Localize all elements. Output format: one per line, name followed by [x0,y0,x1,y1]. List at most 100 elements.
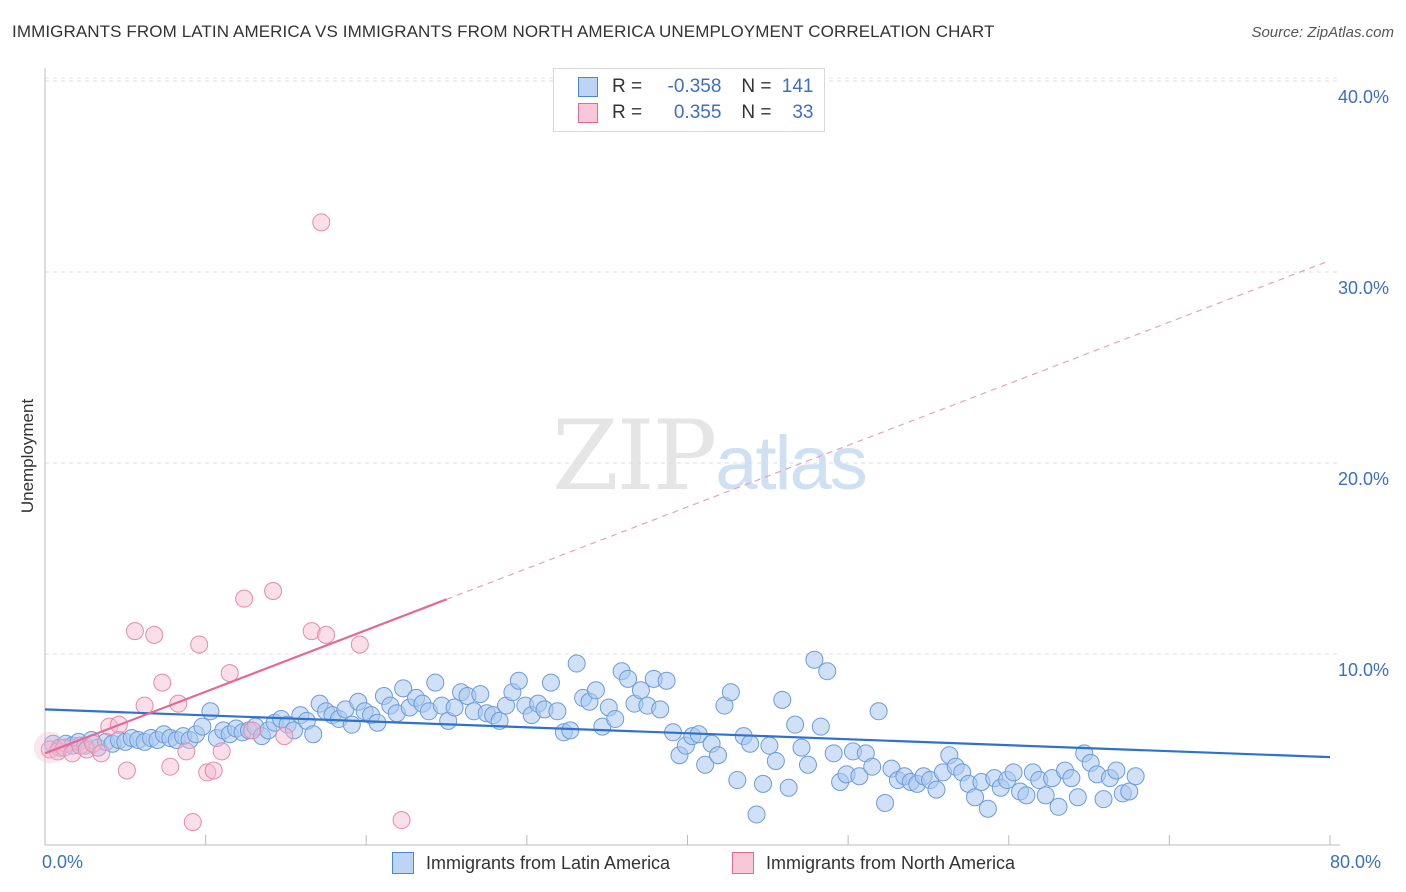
point-latin-america [548,702,567,721]
point-latin-america [445,698,464,717]
bottom-legend-swatch-pink [732,852,754,874]
y-tick-label: 10.0% [1338,660,1390,680]
source-label: Source: ZipAtlas.com [1251,24,1394,41]
point-latin-america [760,736,779,755]
point-north-america [350,635,369,654]
legend-r-value: -0.358 [667,76,722,97]
point-latin-america [1126,767,1145,786]
point-latin-america [304,725,323,744]
legend-n-value: 141 [781,76,814,97]
point-north-america [243,721,262,740]
point-north-america [198,763,217,782]
point-north-america [117,761,136,780]
point-north-america [135,696,154,715]
point-latin-america [766,751,785,770]
legend-r-label: R = [612,102,643,123]
y-tick-label: 20.0% [1338,469,1390,489]
point-latin-america [779,778,798,797]
point-north-america [145,625,164,644]
point-latin-america [426,673,445,692]
bottom-legend-label: Immigrants from Latin America [426,852,671,873]
point-latin-america [966,788,985,807]
point-north-america [153,673,172,692]
point-latin-america [342,715,361,734]
y-axis-label: Unemployment [18,398,37,514]
point-latin-america [798,755,817,774]
point-latin-america [773,690,792,709]
point-latin-america [619,669,638,688]
point-north-america [235,589,254,608]
point-latin-america [1004,763,1023,782]
point-latin-america [657,671,676,690]
watermark-zip: ZIP [552,400,717,512]
x-tick-label-max: 80.0% [1330,852,1382,872]
point-latin-america [1062,769,1081,788]
point-north-america [312,213,331,232]
point-latin-america [1120,782,1139,801]
x-tick-label-min: 0.0% [42,852,84,872]
point-north-america [177,742,196,761]
point-latin-america [1068,788,1087,807]
point-latin-america [1049,797,1068,816]
point-latin-america [394,679,413,698]
point-latin-america [606,709,625,728]
point-latin-america [193,717,212,736]
point-latin-america [728,771,747,790]
point-north-america [264,581,283,600]
point-north-america [161,757,180,776]
legend-row-latin: R = -0.358 N = 141 [578,75,814,99]
point-latin-america [850,767,869,786]
point-latin-america [1094,790,1113,809]
point-latin-america [927,780,946,799]
point-latin-america [1107,761,1126,780]
point-latin-america [805,650,824,669]
point-latin-america [471,685,490,704]
point-latin-america [721,683,740,702]
legend-n-label: N = [741,76,772,97]
point-north-america [190,635,209,654]
point-latin-america [509,671,528,690]
point-latin-america [201,702,220,721]
bottom-legend-north: Immigrants from North America [732,852,1015,874]
point-north-america [204,761,223,780]
point-north-america [302,622,321,641]
y-tick-label: 40.0% [1338,87,1390,107]
point-latin-america [1017,786,1036,805]
point-north-america [125,622,144,641]
stats-legend: R = -0.358 N = 141 R = 0.355 N = 33 [553,68,825,132]
point-latin-america [978,799,997,818]
point-latin-america [586,681,605,700]
point-latin-america [741,734,760,753]
legend-r-value: 0.355 [673,102,722,123]
point-latin-america [284,721,303,740]
point-latin-america [709,746,728,765]
trend-line-latin-america [44,708,1331,759]
point-north-america [183,813,202,832]
legend-row-north: R = 0.355 N = 33 [578,101,814,125]
point-latin-america [863,757,882,776]
chart-title: IMMIGRANTS FROM LATIN AMERICA VS IMMIGRA… [12,22,995,41]
point-latin-america [876,793,895,812]
point-latin-america [811,717,830,736]
point-north-america [212,742,231,761]
point-latin-america [651,700,670,719]
legend-swatch-blue [578,77,598,97]
watermark: ZIPatlas [552,400,868,512]
bottom-legend-latin: Immigrants from Latin America [392,852,670,874]
point-latin-america [824,744,843,763]
point-latin-america [786,715,805,734]
point-latin-america [792,738,811,757]
legend-swatch-pink [578,103,598,123]
trend-line-north-america [44,598,447,755]
point-latin-america [541,673,560,692]
bottom-legend-swatch-blue [392,852,414,874]
point-north-america [392,811,411,830]
y-tick-label: 30.0% [1338,278,1390,298]
point-latin-america [567,654,586,673]
trend-line-north-america-extension [446,259,1331,600]
point-north-america [92,744,111,763]
point-latin-america [561,721,580,740]
legend-n-label: N = [741,102,772,123]
legend-r-label: R = [612,76,643,97]
